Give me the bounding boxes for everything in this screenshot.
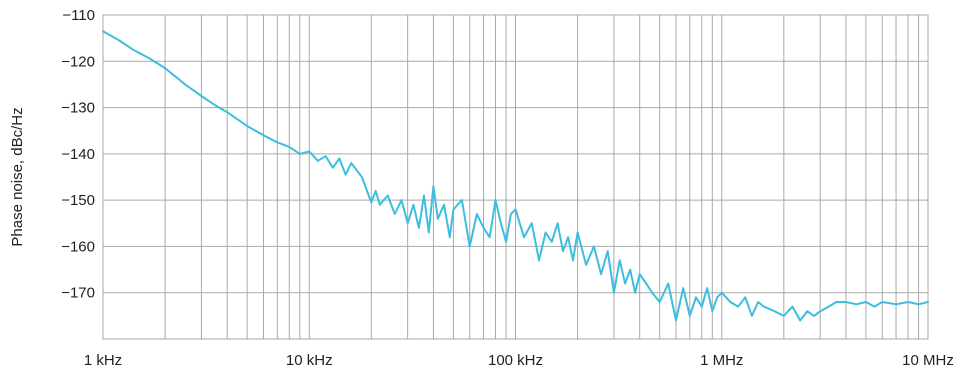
y-tick-label: −130 — [61, 100, 95, 117]
x-tick-label: 100 kHz — [488, 352, 543, 369]
y-tick-label: −150 — [61, 192, 95, 209]
y-tick-label: −170 — [61, 285, 95, 302]
x-tick-label: 10 kHz — [286, 352, 333, 369]
x-tick-label: 1 MHz — [700, 352, 743, 369]
x-tick-labels: 1 kHz 10 kHz 100 kHz 1 MHz 10 MHz — [84, 352, 954, 369]
y-tick-label: −110 — [62, 7, 95, 24]
y-tick-label: −160 — [61, 238, 95, 255]
y-axis-label: Phase noise, dBc/Hz — [9, 107, 26, 246]
x-tick-label: 10 MHz — [902, 352, 954, 369]
y-tick-label: −140 — [61, 146, 95, 163]
grid — [102, 14, 929, 340]
plot-frame — [102, 14, 929, 340]
phase-noise-line — [102, 30, 929, 322]
x-tick-label: 1 kHz — [84, 352, 122, 369]
y-tick-labels: −110 −120 −130 −140 −150 −160 −170 — [61, 7, 95, 302]
y-tick-label: −120 — [61, 53, 95, 70]
